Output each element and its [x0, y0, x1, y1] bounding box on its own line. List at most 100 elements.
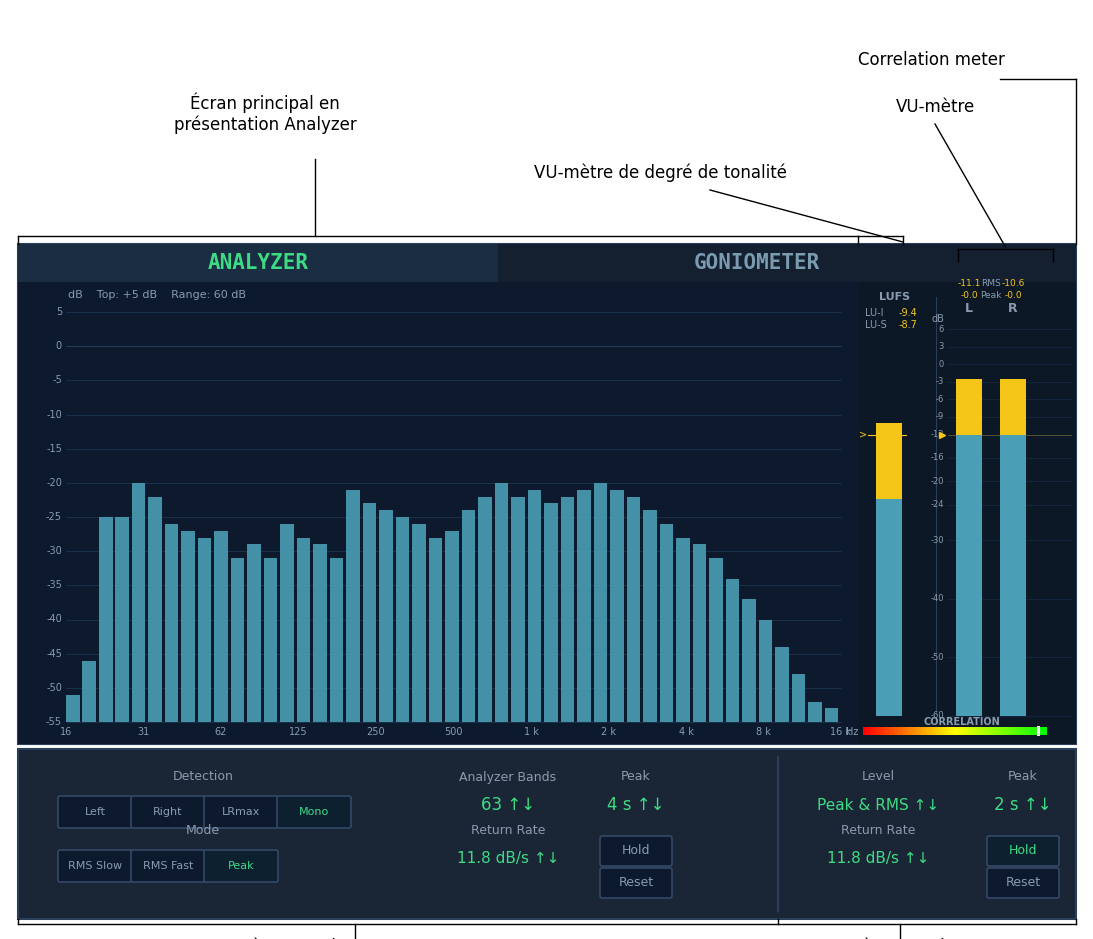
- Text: Mono: Mono: [298, 807, 329, 817]
- FancyBboxPatch shape: [131, 796, 205, 828]
- Bar: [1034, 727, 1036, 735]
- Text: 62: 62: [215, 727, 227, 737]
- Text: Return Rate: Return Rate: [471, 824, 545, 838]
- Text: Return Rate: Return Rate: [841, 824, 915, 838]
- Text: -9: -9: [936, 412, 944, 422]
- Bar: [919, 727, 921, 735]
- Bar: [132, 483, 145, 722]
- Bar: [1020, 727, 1022, 735]
- Bar: [997, 727, 999, 735]
- Text: -40: -40: [46, 614, 62, 624]
- Bar: [945, 727, 948, 735]
- Bar: [693, 545, 706, 722]
- Bar: [916, 727, 918, 735]
- Bar: [181, 531, 195, 722]
- Text: Left: Left: [84, 807, 106, 817]
- Text: -55: -55: [46, 717, 62, 727]
- Bar: [910, 727, 913, 735]
- Bar: [1000, 435, 1026, 716]
- Text: Reset: Reset: [1006, 876, 1041, 889]
- Text: LRmax: LRmax: [222, 807, 260, 817]
- Text: 2 k: 2 k: [601, 727, 616, 737]
- Text: -30: -30: [46, 546, 62, 556]
- Bar: [314, 545, 327, 722]
- Bar: [891, 727, 893, 735]
- Bar: [824, 708, 838, 722]
- Text: Analyzer Bands: Analyzer Bands: [459, 771, 556, 783]
- Bar: [930, 727, 932, 735]
- Bar: [1000, 727, 1002, 735]
- Text: LUFS: LUFS: [880, 292, 910, 302]
- Text: -0.0: -0.0: [960, 290, 978, 300]
- Text: -25: -25: [46, 512, 62, 522]
- Text: -15: -15: [46, 443, 62, 454]
- Bar: [866, 727, 868, 735]
- FancyBboxPatch shape: [58, 796, 132, 828]
- Bar: [951, 727, 953, 735]
- Text: Paramètres Peak: Paramètres Peak: [810, 938, 950, 939]
- Text: VU-mètre: VU-mètre: [895, 98, 975, 116]
- Text: R: R: [1008, 302, 1018, 316]
- Bar: [935, 727, 937, 735]
- Bar: [957, 727, 960, 735]
- Text: 8 k: 8 k: [756, 727, 771, 737]
- Bar: [977, 727, 979, 735]
- Bar: [982, 727, 984, 735]
- Bar: [1039, 727, 1042, 735]
- Text: 16: 16: [60, 727, 72, 737]
- Text: Paramètres Analyzer: Paramètres Analyzer: [199, 938, 372, 939]
- Bar: [875, 499, 902, 716]
- Bar: [898, 727, 901, 735]
- Text: dB    Top: +5 dB    Range: 60 dB: dB Top: +5 dB Range: 60 dB: [68, 290, 246, 300]
- Bar: [992, 727, 995, 735]
- Bar: [942, 727, 944, 735]
- Bar: [149, 497, 162, 722]
- Text: 31: 31: [138, 727, 150, 737]
- Text: -3: -3: [936, 377, 944, 386]
- Bar: [865, 727, 867, 735]
- Text: -60: -60: [930, 712, 944, 720]
- Text: 5: 5: [56, 307, 62, 317]
- Bar: [445, 531, 459, 722]
- Bar: [610, 489, 624, 722]
- Bar: [116, 517, 129, 722]
- FancyBboxPatch shape: [987, 868, 1059, 898]
- Text: -45: -45: [46, 649, 62, 658]
- Bar: [969, 727, 972, 735]
- Bar: [1027, 727, 1030, 735]
- Bar: [907, 727, 909, 735]
- Bar: [949, 727, 951, 735]
- Bar: [66, 695, 80, 722]
- FancyBboxPatch shape: [600, 868, 672, 898]
- Bar: [709, 558, 722, 722]
- Text: -5: -5: [52, 376, 62, 385]
- Bar: [879, 727, 880, 735]
- Bar: [947, 727, 949, 735]
- Bar: [281, 524, 294, 722]
- Bar: [915, 727, 917, 735]
- Text: -0.0: -0.0: [1004, 290, 1022, 300]
- Bar: [966, 727, 968, 735]
- Bar: [1023, 727, 1025, 735]
- Text: 1 k: 1 k: [524, 727, 539, 737]
- Bar: [775, 647, 788, 722]
- Bar: [901, 727, 903, 735]
- Text: Peak & RMS ↑↓: Peak & RMS ↑↓: [816, 797, 939, 812]
- Bar: [988, 727, 990, 735]
- FancyBboxPatch shape: [277, 796, 351, 828]
- Text: Correlation meter: Correlation meter: [858, 51, 1004, 69]
- Bar: [17, 282, 858, 744]
- Bar: [1004, 727, 1007, 735]
- Text: Reset: Reset: [619, 876, 654, 889]
- Bar: [895, 727, 897, 735]
- Bar: [885, 727, 888, 735]
- Text: -16: -16: [930, 454, 944, 463]
- Text: Level: Level: [861, 771, 894, 783]
- Bar: [1011, 727, 1013, 735]
- Bar: [1030, 727, 1032, 735]
- Text: Écran principal en
présentation Analyzer: Écran principal en présentation Analyzer: [174, 92, 356, 134]
- Bar: [875, 423, 902, 499]
- Bar: [1008, 727, 1010, 735]
- Bar: [976, 727, 978, 735]
- Text: GONIOMETER: GONIOMETER: [694, 253, 820, 273]
